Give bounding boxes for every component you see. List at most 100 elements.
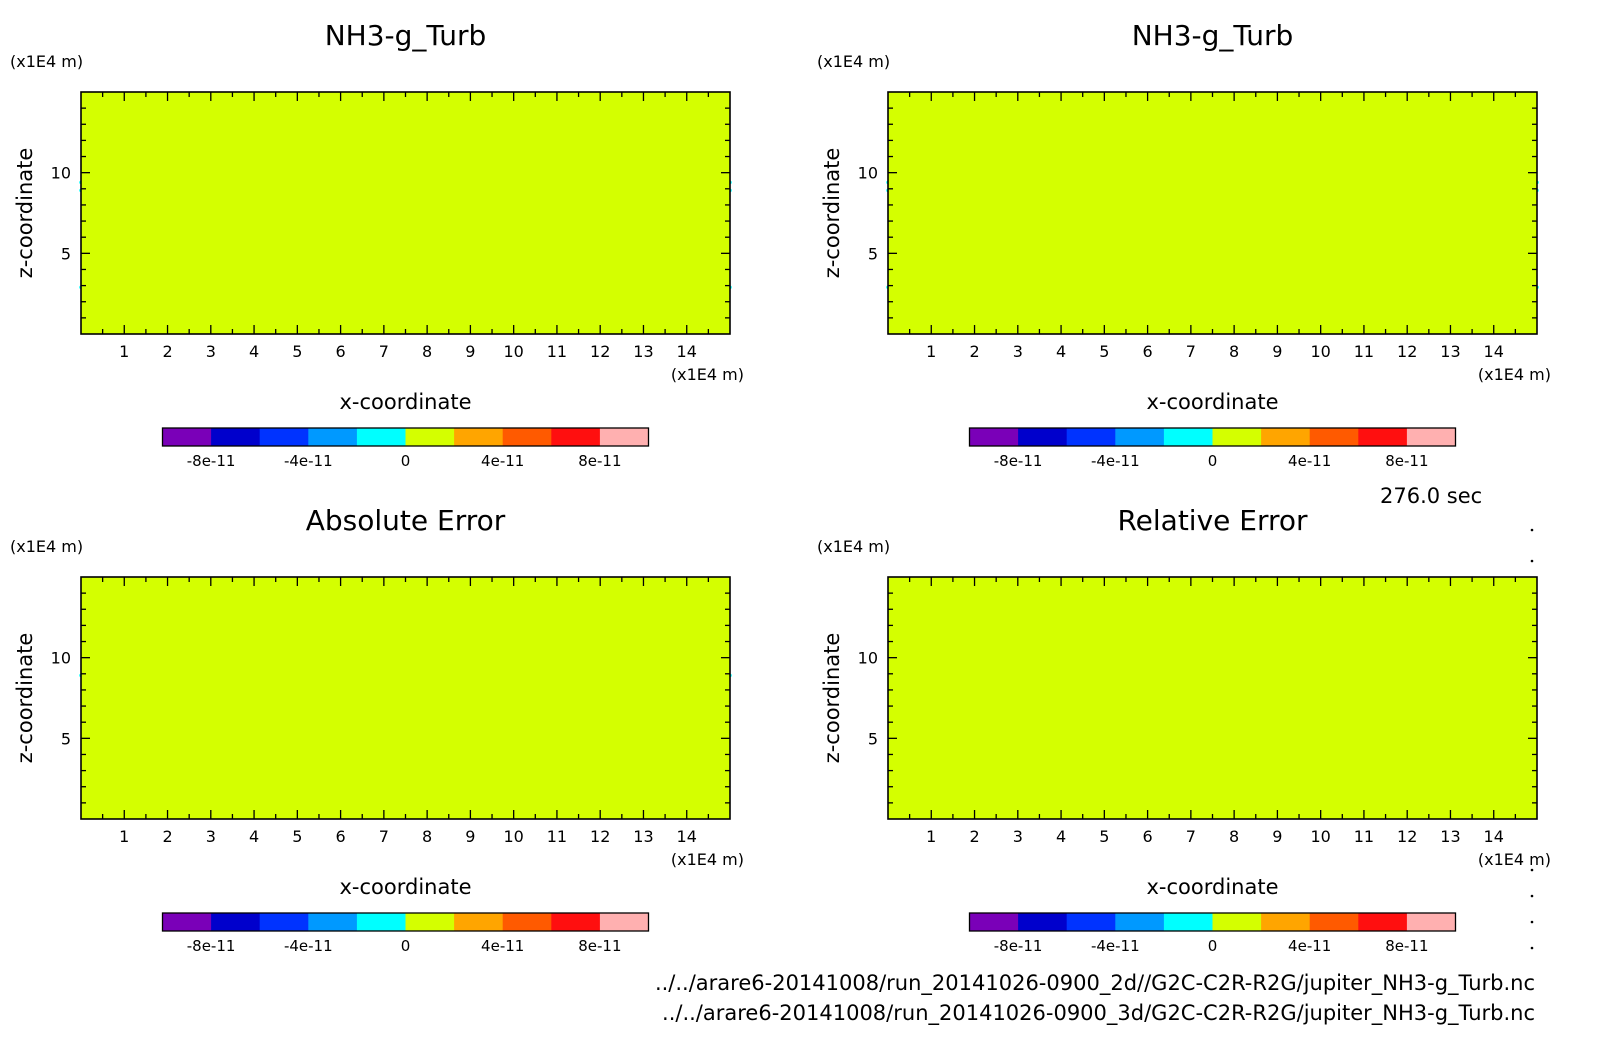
x-tick-label: 3 xyxy=(1013,342,1023,361)
colorbar-segment xyxy=(1018,913,1068,931)
colorbar-tick-label: 4e-11 xyxy=(1288,452,1331,470)
x-tick-label: 9 xyxy=(465,342,475,361)
y-tick-label: 10 xyxy=(51,649,71,668)
x-unit-label: (x1E4 m) xyxy=(1478,850,1551,869)
colorbar-segment xyxy=(502,913,552,931)
colorbar-frame xyxy=(968,912,1457,932)
x-tick-label: 6 xyxy=(1143,342,1153,361)
x-tick-label: 10 xyxy=(1310,827,1330,846)
x-tick-label: 14 xyxy=(1484,827,1504,846)
y-tick-label: 5 xyxy=(868,244,878,263)
y-tick-label: 5 xyxy=(868,729,878,748)
y-tick-label: 10 xyxy=(858,164,878,183)
y-axis-label: z-coordinate xyxy=(820,148,844,279)
colorbar-segment xyxy=(551,913,601,931)
colorbar-frame xyxy=(968,427,1457,447)
x-tick-label: 4 xyxy=(1056,827,1066,846)
y-tick-label: 5 xyxy=(61,244,71,263)
colorbar-segment xyxy=(308,913,358,931)
colorbar-segment xyxy=(162,913,212,931)
colorbar-segment xyxy=(356,428,406,446)
colorbar-tick-label: -4e-11 xyxy=(1091,937,1140,955)
x-axis-label: x-coordinate xyxy=(1146,390,1278,414)
colorbar-segment xyxy=(211,428,261,446)
x-tick-label: 8 xyxy=(422,827,432,846)
colorbar-tick-label: -4e-11 xyxy=(1091,452,1140,470)
x-tick-label: 9 xyxy=(1272,827,1282,846)
x-tick-label: 14 xyxy=(1484,342,1504,361)
colorbar-segment xyxy=(1261,428,1311,446)
colorbar-tick-label: 0 xyxy=(401,937,411,955)
x-tick-label: 4 xyxy=(1056,342,1066,361)
x-tick-label: 7 xyxy=(1186,342,1196,361)
x-tick-label: 12 xyxy=(590,342,610,361)
margin-dot xyxy=(1530,528,1534,532)
x-tick-label: 11 xyxy=(1354,827,1374,846)
y-axis-label: z-coordinate xyxy=(13,148,37,279)
y-unit-label: (x1E4 m) xyxy=(10,52,83,71)
colorbar-segment xyxy=(599,913,649,931)
colorbar-segment xyxy=(1406,913,1456,931)
x-unit-label: (x1E4 m) xyxy=(671,850,744,869)
colorbar-segment xyxy=(259,428,309,446)
time-label: 276.0 sec xyxy=(1380,484,1483,508)
x-tick-label: 2 xyxy=(162,827,172,846)
x-axis-label: x-coordinate xyxy=(1146,875,1278,899)
y-unit-label: (x1E4 m) xyxy=(10,537,83,556)
colorbar-segment xyxy=(1212,913,1262,931)
x-tick-label: 2 xyxy=(969,827,979,846)
colorbar-segment xyxy=(1163,428,1213,446)
x-tick-label: 2 xyxy=(969,342,979,361)
colorbar-tick-label: -8e-11 xyxy=(187,937,236,955)
colorbar-tick-label: -8e-11 xyxy=(994,452,1043,470)
x-tick-label: 14 xyxy=(677,342,697,361)
x-tick-label: 6 xyxy=(336,827,346,846)
margin-dot xyxy=(1530,868,1534,872)
colorbar-tick-label: 4e-11 xyxy=(481,452,524,470)
plot-title: Absolute Error xyxy=(306,504,506,537)
margin-dot xyxy=(1530,559,1534,563)
colorbar-segment xyxy=(1261,913,1311,931)
colorbar-segment xyxy=(454,913,504,931)
x-tick-label: 11 xyxy=(1354,342,1374,361)
x-tick-label: 3 xyxy=(206,827,216,846)
x-tick-label: 4 xyxy=(249,827,259,846)
colorbar-tick-label: -4e-11 xyxy=(284,452,333,470)
colorbar-tick-label: -8e-11 xyxy=(994,937,1043,955)
x-tick-label: 7 xyxy=(379,827,389,846)
x-tick-label: 3 xyxy=(206,342,216,361)
colorbar-tick-label: 8e-11 xyxy=(1385,452,1428,470)
colorbar-segment xyxy=(502,428,552,446)
y-tick-label: 10 xyxy=(858,649,878,668)
x-tick-label: 11 xyxy=(547,827,567,846)
x-axis-label: x-coordinate xyxy=(339,875,471,899)
colorbar-tick-label: 0 xyxy=(401,452,411,470)
x-tick-label: 9 xyxy=(1272,342,1282,361)
x-tick-label: 13 xyxy=(1440,342,1460,361)
colorbar-segment xyxy=(356,913,406,931)
x-tick-label: 10 xyxy=(503,342,523,361)
colorbar-tick-label: 8e-11 xyxy=(1385,937,1428,955)
margin-dot xyxy=(1530,946,1534,950)
x-tick-label: 1 xyxy=(119,827,129,846)
x-tick-label: 4 xyxy=(249,342,259,361)
x-tick-label: 8 xyxy=(422,342,432,361)
plot-field xyxy=(888,577,1537,819)
plot-title: NH3-g_Turb xyxy=(1132,19,1294,52)
y-tick-label: 10 xyxy=(51,164,71,183)
plot-field xyxy=(81,577,730,819)
x-tick-label: 12 xyxy=(590,827,610,846)
x-tick-label: 9 xyxy=(465,827,475,846)
file-path-1: ../../arare6-20141008/run_20141026-0900_… xyxy=(654,971,1535,995)
y-tick-label: 5 xyxy=(61,729,71,748)
x-unit-label: (x1E4 m) xyxy=(1478,365,1551,384)
x-tick-label: 11 xyxy=(547,342,567,361)
margin-dot xyxy=(1530,920,1534,924)
colorbar-frame xyxy=(161,427,650,447)
x-tick-label: 2 xyxy=(162,342,172,361)
x-tick-label: 6 xyxy=(1143,827,1153,846)
colorbar-segment xyxy=(259,913,309,931)
plot-field xyxy=(888,92,1537,334)
colorbar-segment xyxy=(1358,913,1408,931)
